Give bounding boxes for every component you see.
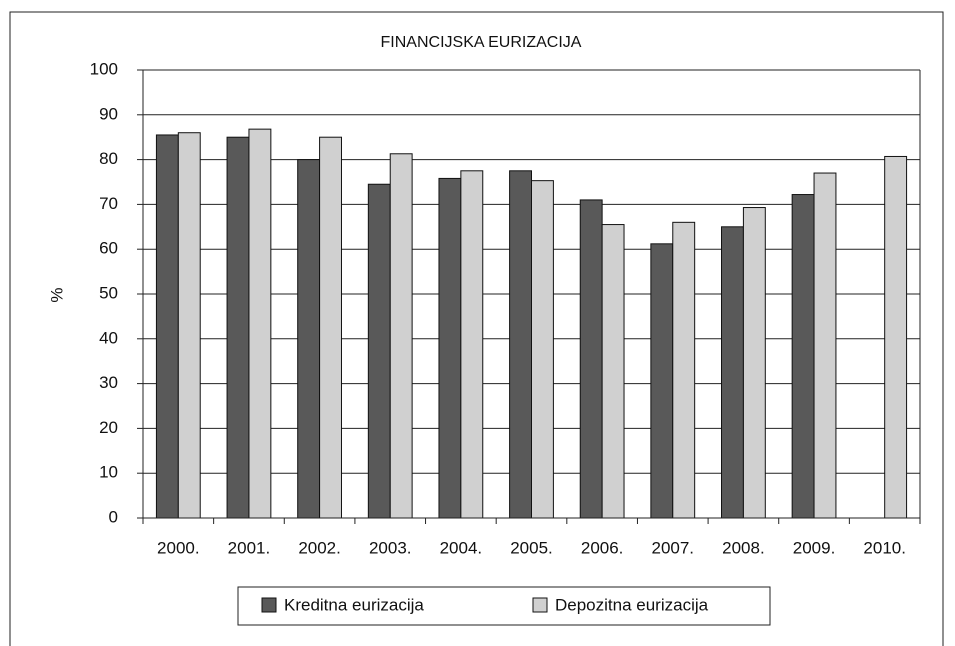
legend-swatch bbox=[261, 597, 277, 613]
y-tick-label: 100 bbox=[90, 59, 118, 78]
y-tick-label: 80 bbox=[99, 149, 118, 168]
y-tick-label: 50 bbox=[99, 283, 118, 302]
x-tick-label: 2005. bbox=[510, 538, 553, 557]
bar bbox=[791, 194, 815, 519]
bar bbox=[884, 155, 908, 519]
bar bbox=[460, 170, 484, 519]
y-tick-label: 20 bbox=[99, 418, 118, 437]
x-tick-label: 2006. bbox=[581, 538, 624, 557]
y-tick-label: 0 bbox=[109, 507, 118, 526]
bar bbox=[531, 180, 554, 519]
bar bbox=[226, 136, 250, 519]
bar bbox=[297, 159, 321, 519]
frame bbox=[9, 11, 944, 646]
legend-label: Kreditna eurizacija bbox=[284, 595, 424, 614]
bar bbox=[672, 221, 696, 519]
bar bbox=[367, 183, 391, 519]
y-tick-label: 40 bbox=[99, 328, 118, 347]
bar bbox=[438, 177, 462, 519]
y-tick-label: 60 bbox=[99, 239, 118, 258]
bar bbox=[742, 207, 766, 519]
x-tick-label: 2009. bbox=[793, 538, 836, 557]
x-tick-label: 2007. bbox=[651, 538, 694, 557]
bar bbox=[389, 153, 413, 519]
x-tick-label: 2000. bbox=[157, 538, 200, 557]
y-tick-label: 90 bbox=[99, 104, 118, 123]
legend-box bbox=[237, 586, 771, 626]
bar bbox=[319, 136, 342, 519]
y-tick-label: 70 bbox=[99, 194, 118, 213]
x-tick-label: 2010. bbox=[863, 538, 906, 557]
y-axis-label: % bbox=[47, 287, 66, 302]
x-tick-label: 2003. bbox=[369, 538, 412, 557]
y-tick-label: 30 bbox=[99, 373, 118, 392]
bar bbox=[650, 243, 674, 519]
legend-swatch bbox=[532, 597, 548, 613]
bar bbox=[813, 172, 837, 519]
x-tick-label: 2004. bbox=[440, 538, 483, 557]
x-tick-label: 2002. bbox=[298, 538, 341, 557]
x-tick-label: 2008. bbox=[722, 538, 765, 557]
bar bbox=[721, 226, 744, 519]
bar bbox=[248, 128, 272, 519]
legend-label: Depozitna eurizacija bbox=[555, 595, 709, 614]
bar bbox=[579, 199, 603, 519]
y-tick-label: 10 bbox=[99, 463, 118, 482]
bar bbox=[155, 134, 179, 519]
x-tick-label: 2001. bbox=[228, 538, 271, 557]
bar bbox=[601, 224, 625, 519]
chart-title: FINANCIJSKA EURIZACIJA bbox=[381, 34, 582, 51]
bar bbox=[509, 170, 532, 519]
bar bbox=[177, 132, 201, 519]
